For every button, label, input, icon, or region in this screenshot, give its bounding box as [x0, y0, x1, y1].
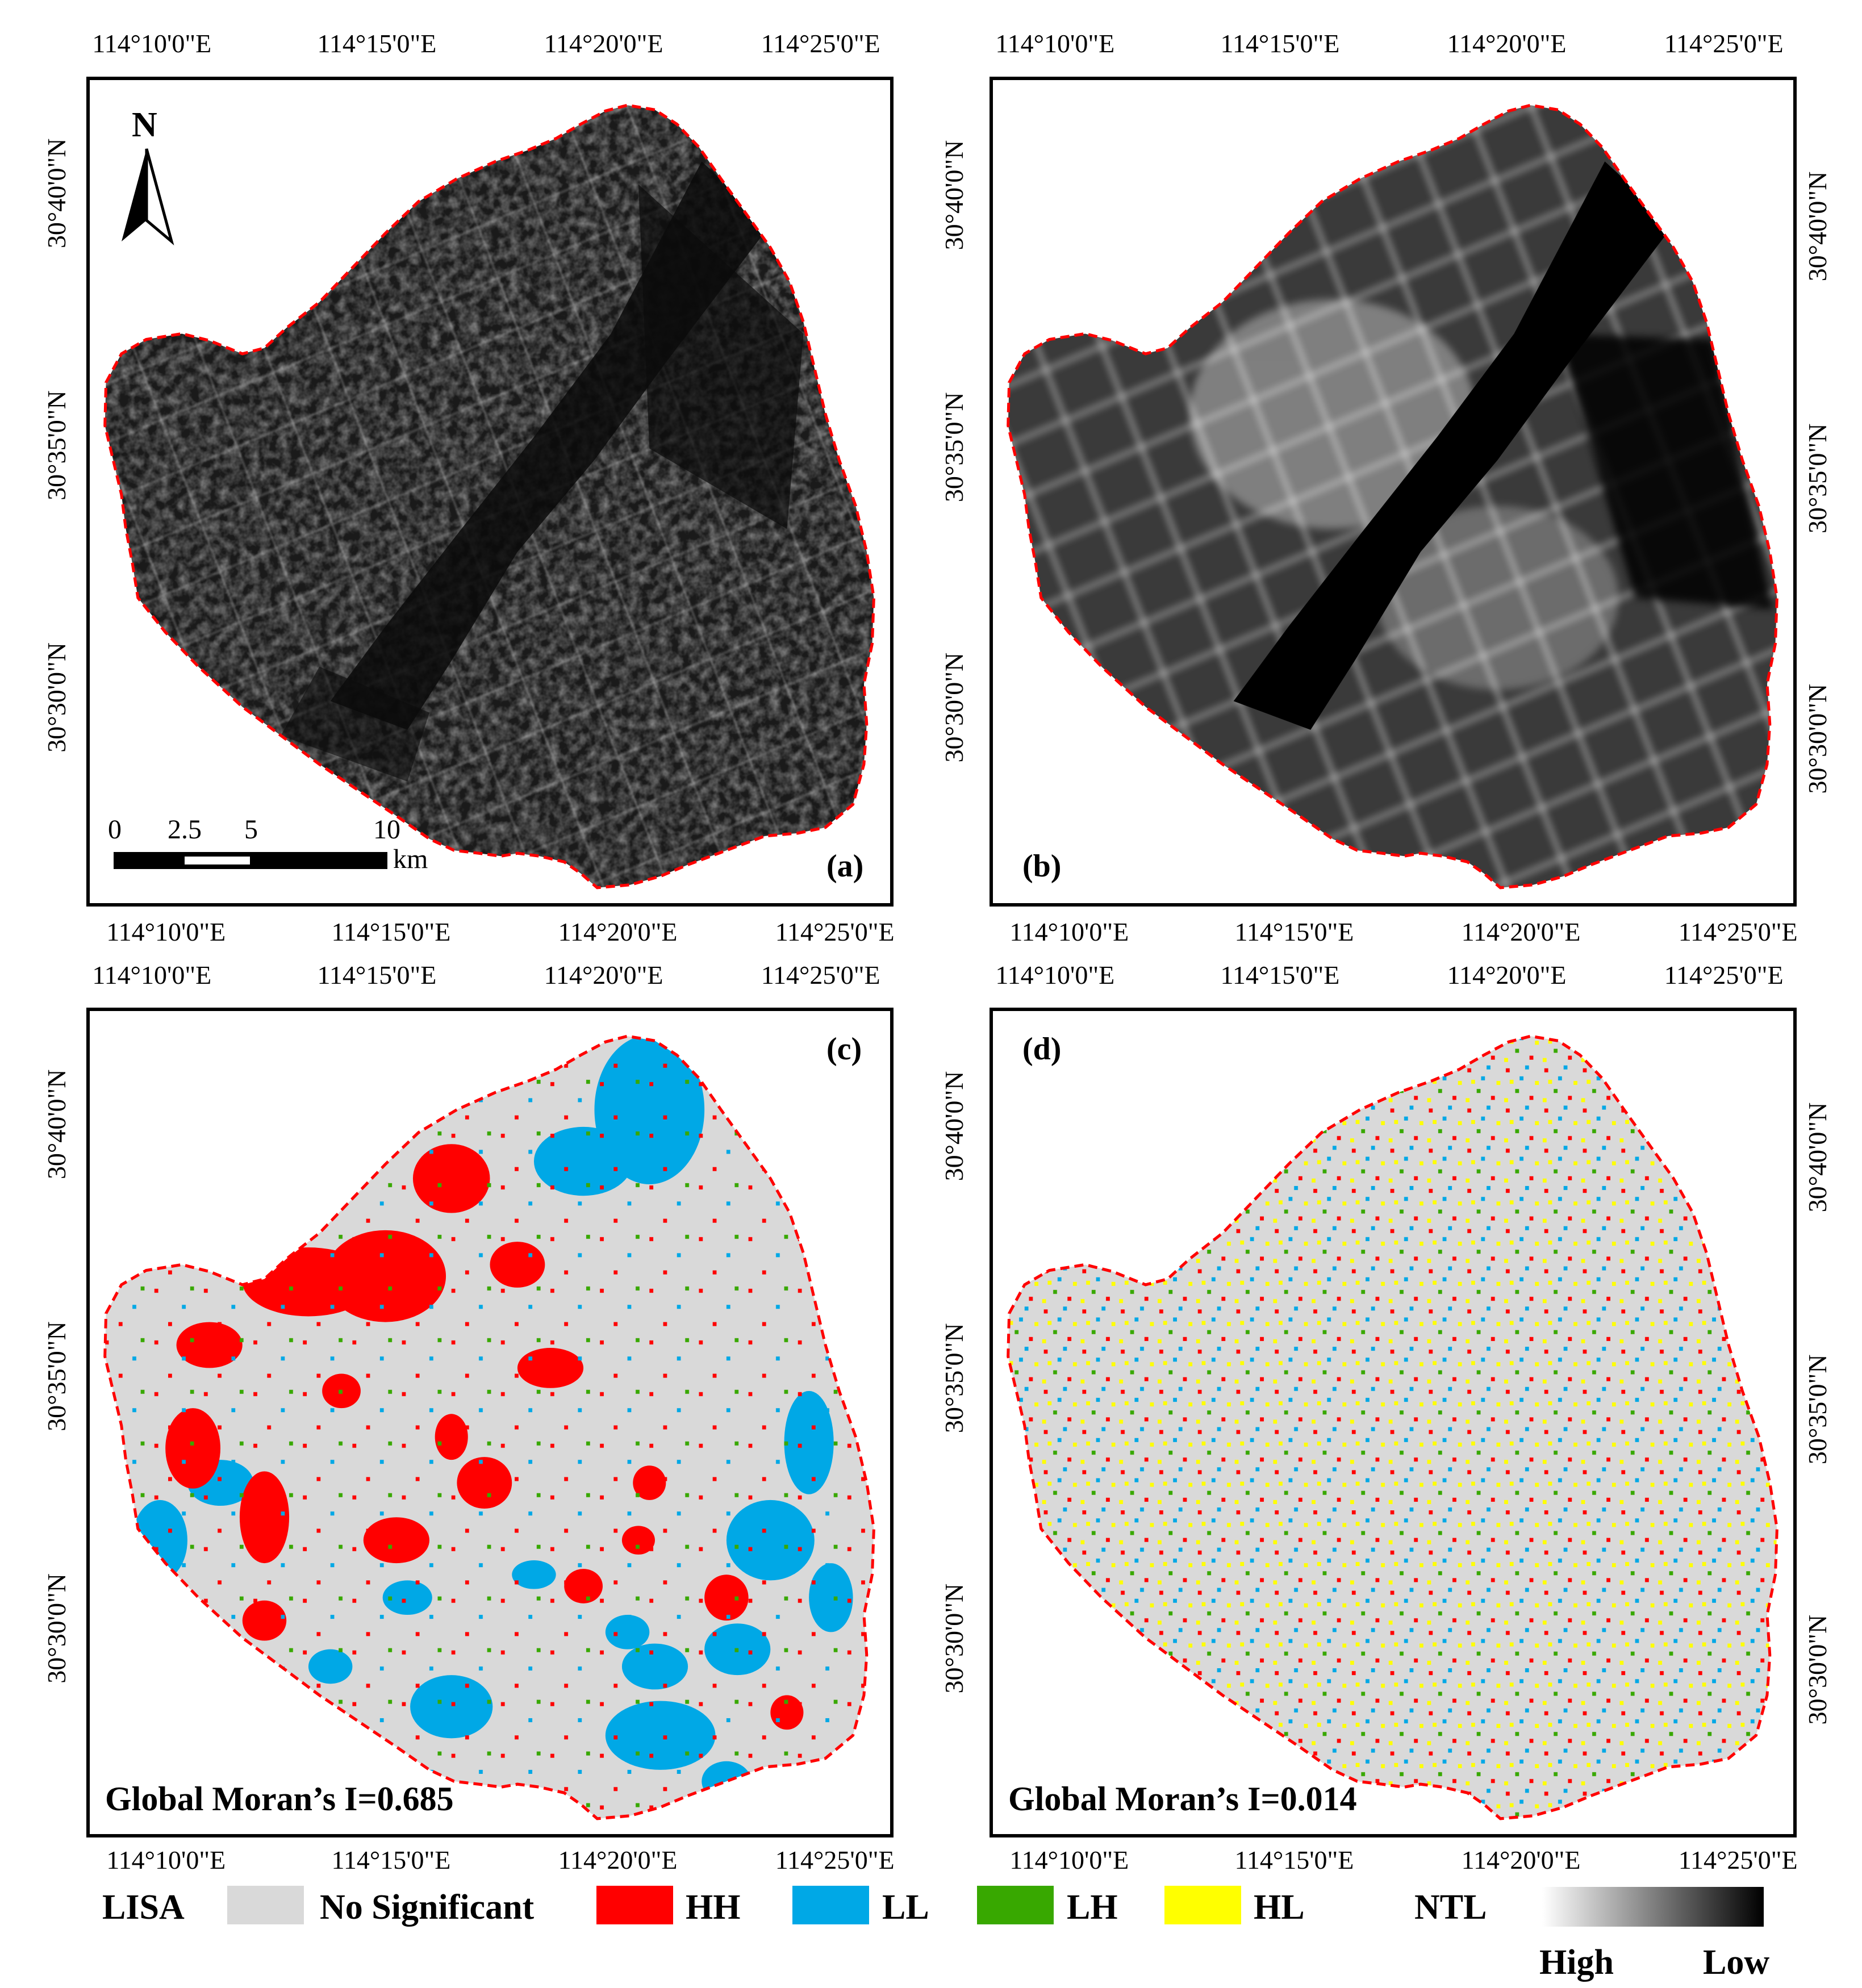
map-panel-d: 114°10'0"E 114°10'0"E 114°15'0"E 114°15'0"E…	[940, 960, 1832, 1874]
legend-ntl-low: Low	[1703, 1943, 1769, 1982]
panel-letter: (d)	[1022, 1031, 1061, 1067]
lon-label: 114°10'0"E	[1009, 917, 1129, 946]
legend-swatch	[977, 1886, 1054, 1924]
lon-label: 114°20'0"E	[1462, 1845, 1581, 1874]
lon-label: 114°25'0"E	[761, 29, 880, 58]
legend-swatch	[596, 1886, 673, 1924]
lat-label: 30°40'0"N	[940, 140, 968, 250]
legend-label: LH	[1067, 1888, 1118, 1927]
lon-label: 114°10'0"E	[106, 917, 226, 946]
legend-swatch	[227, 1886, 304, 1924]
lon-label: 114°10'0"E	[995, 29, 1114, 58]
lat-label: 30°40'0"N	[1803, 1102, 1832, 1213]
lon-label: 114°15'0"E	[1235, 917, 1354, 946]
lat-label: 30°35'0"N	[940, 392, 968, 502]
north-arrow-icon: N	[122, 106, 174, 246]
lon-label: 114°25'0"E	[775, 917, 895, 946]
svg-text:km: km	[393, 844, 428, 874]
lat-label: 30°35'0"N	[42, 1321, 71, 1431]
lat-label: 30°35'0"N	[1803, 423, 1832, 533]
lon-label: 114°20'0"E	[1447, 29, 1567, 58]
lon-label: 114°15'0"E	[1221, 960, 1340, 989]
legend-label: No Significant	[320, 1888, 535, 1927]
lat-label: 30°35'0"N	[940, 1323, 968, 1433]
lon-label: 114°15'0"E	[1235, 1845, 1354, 1874]
lon-label: 114°20'0"E	[1447, 960, 1567, 989]
lon-label: 114°20'0"E	[558, 1845, 678, 1874]
lon-label: 114°10'0"E	[995, 960, 1114, 989]
lat-label: 30°40'0"N	[1803, 172, 1832, 282]
lon-label: 114°25'0"E	[775, 1845, 895, 1874]
svg-text:5: 5	[244, 815, 258, 845]
lon-label: 114°20'0"E	[558, 917, 678, 946]
lon-label: 114°25'0"E	[1664, 29, 1784, 58]
legend-label: HH	[686, 1888, 740, 1927]
legend-swatch	[792, 1886, 869, 1924]
lat-label: 30°30'0"N	[42, 642, 71, 753]
legend-item-hh: HH	[596, 1886, 740, 1927]
lon-label: 114°10'0"E	[106, 1845, 226, 1874]
lon-label: 114°25'0"E	[761, 960, 880, 989]
svg-text:N: N	[132, 106, 157, 144]
lat-label: 30°30'0"N	[940, 653, 968, 763]
legend-ntl-title: NTL	[1414, 1888, 1487, 1927]
legend-ntl-high: High	[1539, 1943, 1614, 1982]
panel-letter: (a)	[826, 849, 863, 884]
lon-label: 114°15'0"E	[332, 1845, 451, 1874]
legend-swatch	[1164, 1886, 1241, 1924]
lon-label: 114°25'0"E	[1679, 1845, 1798, 1874]
legend-lisa-title: LISA	[102, 1888, 185, 1927]
lat-label: 30°40'0"N	[940, 1071, 968, 1181]
lon-label: 114°10'0"E	[1009, 1845, 1129, 1874]
ntl-color-ramp	[1542, 1887, 1764, 1927]
legend-label: HL	[1254, 1888, 1305, 1927]
legend-item-ll: LL	[792, 1886, 929, 1927]
lon-label: 114°20'0"E	[544, 29, 663, 58]
panel-letter: (c)	[826, 1031, 862, 1067]
lat-label: 30°30'0"N	[1803, 684, 1832, 794]
lon-label: 114°20'0"E	[1462, 917, 1581, 946]
map-panel-b: 114°10'0"E 114°10'0"E 114°15'0"E 114°15'0"E…	[940, 29, 1832, 946]
lat-label: 30°35'0"N	[1803, 1354, 1832, 1464]
lon-label: 114°25'0"E	[1679, 917, 1798, 946]
lat-label: 30°35'0"N	[42, 390, 71, 500]
lon-label: 114°10'0"E	[92, 960, 211, 989]
lat-label: 30°40'0"N	[42, 138, 71, 248]
morans-i-caption: Global Moran’s I=0.685	[105, 1780, 454, 1818]
lat-label: 30°30'0"N	[940, 1584, 968, 1694]
lat-label: 30°40'0"N	[42, 1069, 71, 1179]
lon-label: 114°15'0"E	[318, 29, 437, 58]
lon-label: 114°15'0"E	[1221, 29, 1340, 58]
map-panel-a: 114°10'0"E 114°10'0"E 114°15'0"E 114°15'0"E…	[42, 29, 895, 946]
map-panel-c: 114°10'0"E 114°10'0"E 114°15'0"E 114°15'0"E…	[42, 960, 895, 1874]
legend-item-hl: HL	[1164, 1886, 1305, 1927]
lon-label: 114°20'0"E	[544, 960, 663, 989]
legend-item-no-significant: No Significant	[227, 1886, 535, 1927]
lon-label: 114°15'0"E	[318, 960, 437, 989]
lon-label: 114°25'0"E	[1664, 960, 1784, 989]
lat-label: 30°30'0"N	[42, 1573, 71, 1684]
legend: LISA No Significant HH LL LH HL NTL High Low	[102, 1886, 1769, 1982]
svg-text:10: 10	[373, 815, 400, 845]
morans-i-caption: Global Moran’s I=0.014	[1008, 1780, 1357, 1818]
lat-label: 30°30'0"N	[1803, 1615, 1832, 1725]
legend-label: LL	[882, 1888, 929, 1927]
lon-label: 114°15'0"E	[332, 917, 451, 946]
svg-text:0: 0	[108, 815, 122, 845]
svg-text:2.5: 2.5	[168, 815, 202, 845]
legend-item-lh: LH	[977, 1886, 1118, 1927]
lon-label: 114°10'0"E	[92, 29, 211, 58]
panel-letter: (b)	[1022, 849, 1061, 884]
